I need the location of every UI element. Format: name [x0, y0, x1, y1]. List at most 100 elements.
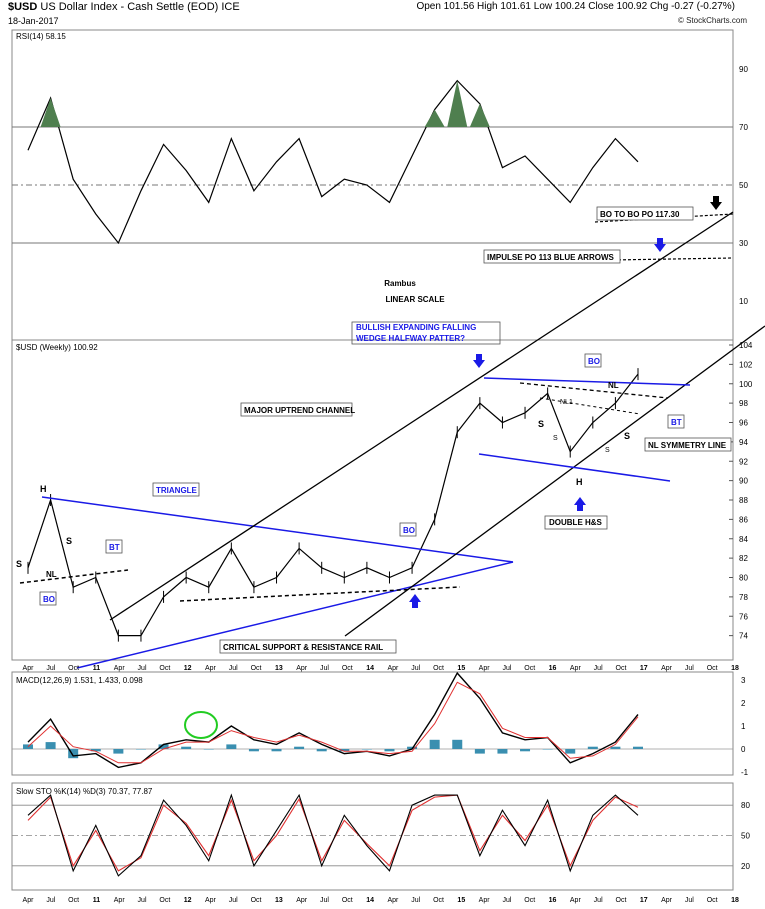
x-axis-label-bottom: Jul: [320, 897, 329, 904]
macd-histogram-bar: [271, 749, 282, 752]
macd-tick-label: 1: [741, 722, 746, 731]
early-neckline: [19, 569, 129, 584]
x-axis-label-price: Apr: [570, 665, 582, 672]
blue-arrow-down-impulse: [654, 244, 666, 252]
bo-po-label: BO TO BO PO 117.30: [600, 210, 680, 219]
macd-panel-frame: [11, 671, 734, 776]
critical-support-rail: [179, 586, 461, 602]
price-tick-label: 86: [739, 515, 748, 524]
bo-callout-1-box: [39, 591, 57, 606]
macd-histogram-bar: [45, 742, 56, 749]
x-axis-label-price: Oct: [433, 665, 444, 672]
grid-lines: [12, 126, 733, 867]
chart-header: $USD US Dollar Index - Cash Settle (EOD)…: [0, 0, 765, 30]
x-axis-label-price: Oct: [524, 665, 535, 672]
wedge-label-1: BULLISH EXPANDING FALLING: [356, 323, 476, 332]
x-axis-label-bottom: Oct: [524, 897, 535, 904]
h-label-2: H: [576, 477, 583, 487]
rsi-overbought-fill: [469, 103, 490, 127]
x-axis-label-bottom: Jul: [594, 897, 603, 904]
exchange: ICE: [221, 1, 240, 13]
x-axis-label-price: 14: [366, 665, 374, 672]
h-label-1: H: [40, 484, 47, 494]
black-arrow-down-bopo-stem: [713, 196, 719, 202]
x-axis-label-price: 17: [640, 665, 648, 672]
macd-histogram-bar: [633, 746, 643, 749]
price-tick-label: 94: [739, 438, 748, 447]
nl1-dashed-line: [539, 397, 641, 415]
blue-arrow-up-rail-stem: [412, 602, 418, 608]
wedge-label-box: [351, 321, 501, 345]
impulse-label: IMPULSE PO 113 BLUE ARROWS: [487, 253, 615, 262]
x-axis-label-price: Oct: [68, 665, 79, 672]
nl1-label: NL1: [560, 399, 573, 406]
macd-histogram-bar: [339, 749, 350, 752]
x-axis-label-price: 18: [731, 665, 739, 672]
bo-callout-1: BO: [43, 595, 55, 604]
rsi-overbought-fill: [447, 80, 468, 127]
rsi-tick-label: 90: [739, 65, 748, 74]
x-axis-label-price: Jul: [685, 665, 694, 672]
x-axis-label-bottom: 11: [93, 897, 101, 904]
x-axis-label-price: Oct: [159, 665, 170, 672]
macd-tick-label: -1: [741, 768, 749, 777]
symbol: $USD: [8, 1, 38, 13]
impulse-label-box: [483, 249, 621, 264]
wedge-lower-line: [478, 453, 671, 482]
x-axis-label-price: 11: [93, 665, 101, 672]
macd-histogram-bar: [158, 744, 169, 749]
x-axis-label-bottom: Oct: [68, 897, 79, 904]
s-label-1: S: [16, 559, 22, 569]
annotations-layer: [19, 196, 765, 739]
x-axis-label-bottom: Oct: [251, 897, 262, 904]
x-axis-label-price: Apr: [23, 665, 35, 672]
rsi-tick-label: 30: [739, 239, 748, 248]
x-axis-label-price: Jul: [320, 665, 329, 672]
rsi-label: RSI(14) 58.15: [16, 32, 66, 41]
x-axis-label-bottom: Apr: [23, 897, 35, 904]
bt-callout-2: BT: [671, 418, 682, 427]
x-axis-label-price: 15: [457, 665, 465, 672]
sto-tick-label: 20: [741, 862, 750, 871]
rsi-line: [27, 79, 639, 245]
price-tick-label: 78: [739, 593, 748, 602]
blue-arrow-down-impulse-stem: [657, 238, 663, 244]
rail-label: CRITICAL SUPPORT & RESISTANCE RAIL: [223, 643, 383, 652]
wedge-upper-line: [483, 377, 691, 386]
x-axis-label-bottom: Oct: [342, 897, 353, 904]
price-tick-label: 104: [739, 341, 753, 350]
x-axis-label-price: Apr: [205, 665, 217, 672]
x-axis-label-price: Jul: [594, 665, 603, 672]
x-axis-label-bottom: 15: [457, 897, 465, 904]
x-axis-label-bottom: Jul: [229, 897, 238, 904]
s-small-label-2: S: [605, 447, 610, 454]
blue-arrow-up-h: [574, 497, 586, 505]
macd-histogram-bar: [384, 749, 395, 752]
price-tick-label: 96: [739, 419, 748, 428]
macd-histogram-bar: [497, 749, 508, 754]
triangle-label-box: [152, 482, 200, 497]
ohlc-readout: Open 101.56 High 101.61 Low 100.24 Close…: [416, 1, 735, 12]
bt-callout-1-box: [105, 539, 123, 554]
s-label-2: S: [66, 536, 72, 546]
macd-signal-line: [27, 681, 639, 764]
bo-po-label-box: [596, 206, 694, 221]
x-axis-label-bottom: Jul: [685, 897, 694, 904]
nl-symmetry-label: NL SYMMETRY LINE: [648, 441, 727, 450]
x-axis-label-bottom: Jul: [411, 897, 420, 904]
uptrend-channel-upper: [109, 211, 734, 621]
s-label-4: S: [624, 431, 630, 441]
blue-arrow-down-wedge-stem: [476, 354, 482, 360]
macd-histogram-bar: [565, 749, 576, 754]
rsi-tick-label: 50: [739, 181, 748, 190]
x-axis-label-price: 16: [549, 665, 557, 672]
x-axis-label-bottom: Jul: [502, 897, 511, 904]
rambus-label: Rambus: [384, 279, 416, 288]
price-tick-label: 84: [739, 535, 748, 544]
nl-dashed-line: [519, 382, 669, 399]
symbol-name: US Dollar Index - Cash Settle (EOD): [40, 1, 219, 13]
x-axis-label-price: Jul: [502, 665, 511, 672]
blue-arrow-up-h-stem: [577, 505, 583, 511]
price-tick-label: 92: [739, 457, 748, 466]
